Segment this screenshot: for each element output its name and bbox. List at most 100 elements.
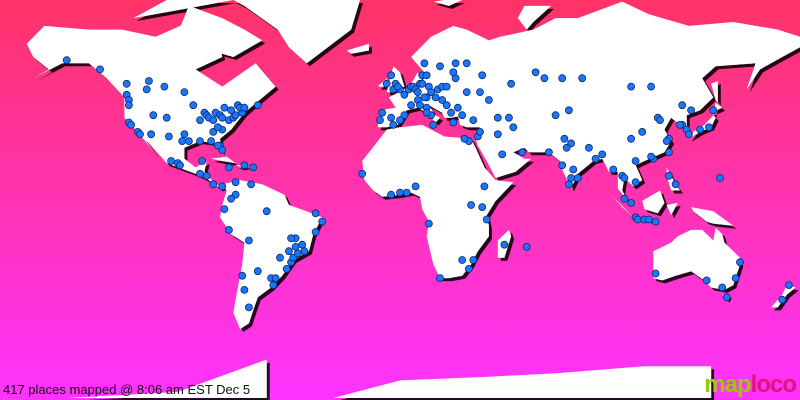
place-marker[interactable] — [565, 180, 573, 189]
place-marker[interactable] — [220, 103, 229, 112]
place-marker[interactable] — [269, 281, 278, 290]
place-marker[interactable] — [284, 247, 293, 256]
place-marker[interactable] — [127, 121, 136, 129]
place-marker[interactable] — [378, 108, 387, 117]
place-marker[interactable] — [420, 59, 429, 68]
place-marker[interactable] — [196, 116, 204, 124]
place-marker[interactable] — [785, 281, 793, 290]
place-marker[interactable] — [620, 174, 629, 182]
place-marker[interactable] — [262, 207, 271, 216]
place-marker[interactable] — [685, 130, 693, 139]
place-marker[interactable] — [291, 242, 300, 251]
place-marker[interactable] — [591, 154, 600, 163]
place-marker[interactable] — [429, 121, 438, 129]
place-marker[interactable] — [62, 56, 71, 65]
place-marker[interactable] — [562, 143, 571, 152]
place-marker[interactable] — [647, 82, 655, 91]
place-marker[interactable] — [224, 163, 233, 172]
place-marker[interactable] — [509, 123, 518, 132]
place-marker[interactable] — [189, 101, 198, 110]
place-marker[interactable] — [449, 68, 458, 77]
place-marker[interactable] — [247, 180, 256, 189]
place-marker[interactable] — [253, 101, 262, 110]
place-marker[interactable] — [696, 125, 704, 134]
place-marker[interactable] — [438, 96, 447, 104]
place-marker[interactable] — [124, 101, 133, 110]
place-marker[interactable] — [531, 68, 540, 77]
place-marker[interactable] — [705, 123, 713, 132]
place-marker[interactable] — [418, 79, 427, 88]
place-marker[interactable] — [633, 215, 642, 224]
place-marker[interactable] — [298, 240, 307, 249]
place-marker[interactable] — [142, 85, 151, 94]
place-marker[interactable] — [167, 157, 176, 165]
place-marker[interactable] — [662, 137, 671, 146]
place-marker[interactable] — [164, 132, 173, 141]
place-marker[interactable] — [122, 79, 131, 88]
place-marker[interactable] — [231, 178, 240, 187]
place-marker[interactable] — [709, 106, 718, 115]
place-marker[interactable] — [318, 217, 327, 226]
place-marker[interactable] — [464, 264, 473, 273]
place-marker[interactable] — [422, 108, 431, 117]
place-marker[interactable] — [287, 234, 296, 243]
place-marker[interactable] — [402, 188, 411, 197]
place-marker[interactable] — [507, 79, 516, 88]
place-marker[interactable] — [416, 101, 424, 110]
place-marker[interactable] — [184, 137, 193, 146]
place-marker[interactable] — [484, 96, 493, 104]
place-marker[interactable] — [238, 271, 247, 280]
place-marker[interactable] — [149, 111, 158, 120]
place-marker[interactable] — [736, 258, 744, 267]
place-marker[interactable] — [176, 161, 184, 170]
place-marker[interactable] — [493, 113, 502, 122]
place-marker[interactable] — [631, 157, 640, 165]
place-marker[interactable] — [560, 134, 569, 143]
place-marker[interactable] — [522, 242, 531, 251]
place-marker[interactable] — [198, 157, 207, 165]
place-marker[interactable] — [396, 116, 404, 124]
place-marker[interactable] — [585, 143, 593, 152]
place-marker[interactable] — [558, 161, 567, 170]
place-marker[interactable] — [451, 59, 460, 68]
place-marker[interactable] — [702, 276, 711, 285]
place-marker[interactable] — [240, 103, 249, 112]
place-marker[interactable] — [498, 150, 507, 159]
place-marker[interactable] — [427, 88, 436, 96]
place-marker[interactable] — [460, 134, 469, 143]
place-marker[interactable] — [500, 240, 509, 249]
place-marker[interactable] — [722, 293, 731, 302]
place-marker[interactable] — [518, 148, 527, 157]
place-marker[interactable] — [136, 130, 144, 139]
place-marker[interactable] — [469, 256, 478, 264]
place-marker[interactable] — [387, 113, 396, 122]
place-marker[interactable] — [504, 113, 513, 122]
place-marker[interactable] — [627, 82, 635, 91]
place-marker[interactable] — [400, 90, 409, 99]
place-marker[interactable] — [202, 171, 211, 180]
place-marker[interactable] — [407, 101, 416, 110]
place-marker[interactable] — [731, 274, 740, 283]
place-marker[interactable] — [389, 121, 398, 129]
place-marker[interactable] — [656, 116, 664, 124]
place-marker[interactable] — [218, 182, 227, 191]
place-marker[interactable] — [687, 106, 695, 115]
place-marker[interactable] — [436, 274, 444, 283]
place-marker[interactable] — [442, 82, 451, 91]
place-marker[interactable] — [160, 82, 169, 91]
place-marker[interactable] — [422, 71, 431, 80]
place-marker[interactable] — [569, 165, 578, 174]
place-marker[interactable] — [671, 180, 680, 189]
place-marker[interactable] — [778, 295, 787, 304]
place-marker[interactable] — [716, 174, 724, 182]
place-marker[interactable] — [620, 194, 629, 203]
place-marker[interactable] — [478, 203, 487, 212]
place-marker[interactable] — [240, 161, 249, 170]
place-marker[interactable] — [718, 283, 727, 292]
place-marker[interactable] — [227, 194, 236, 203]
place-marker[interactable] — [631, 178, 640, 187]
place-marker[interactable] — [458, 111, 467, 120]
place-marker[interactable] — [276, 253, 284, 262]
place-marker[interactable] — [178, 137, 187, 146]
